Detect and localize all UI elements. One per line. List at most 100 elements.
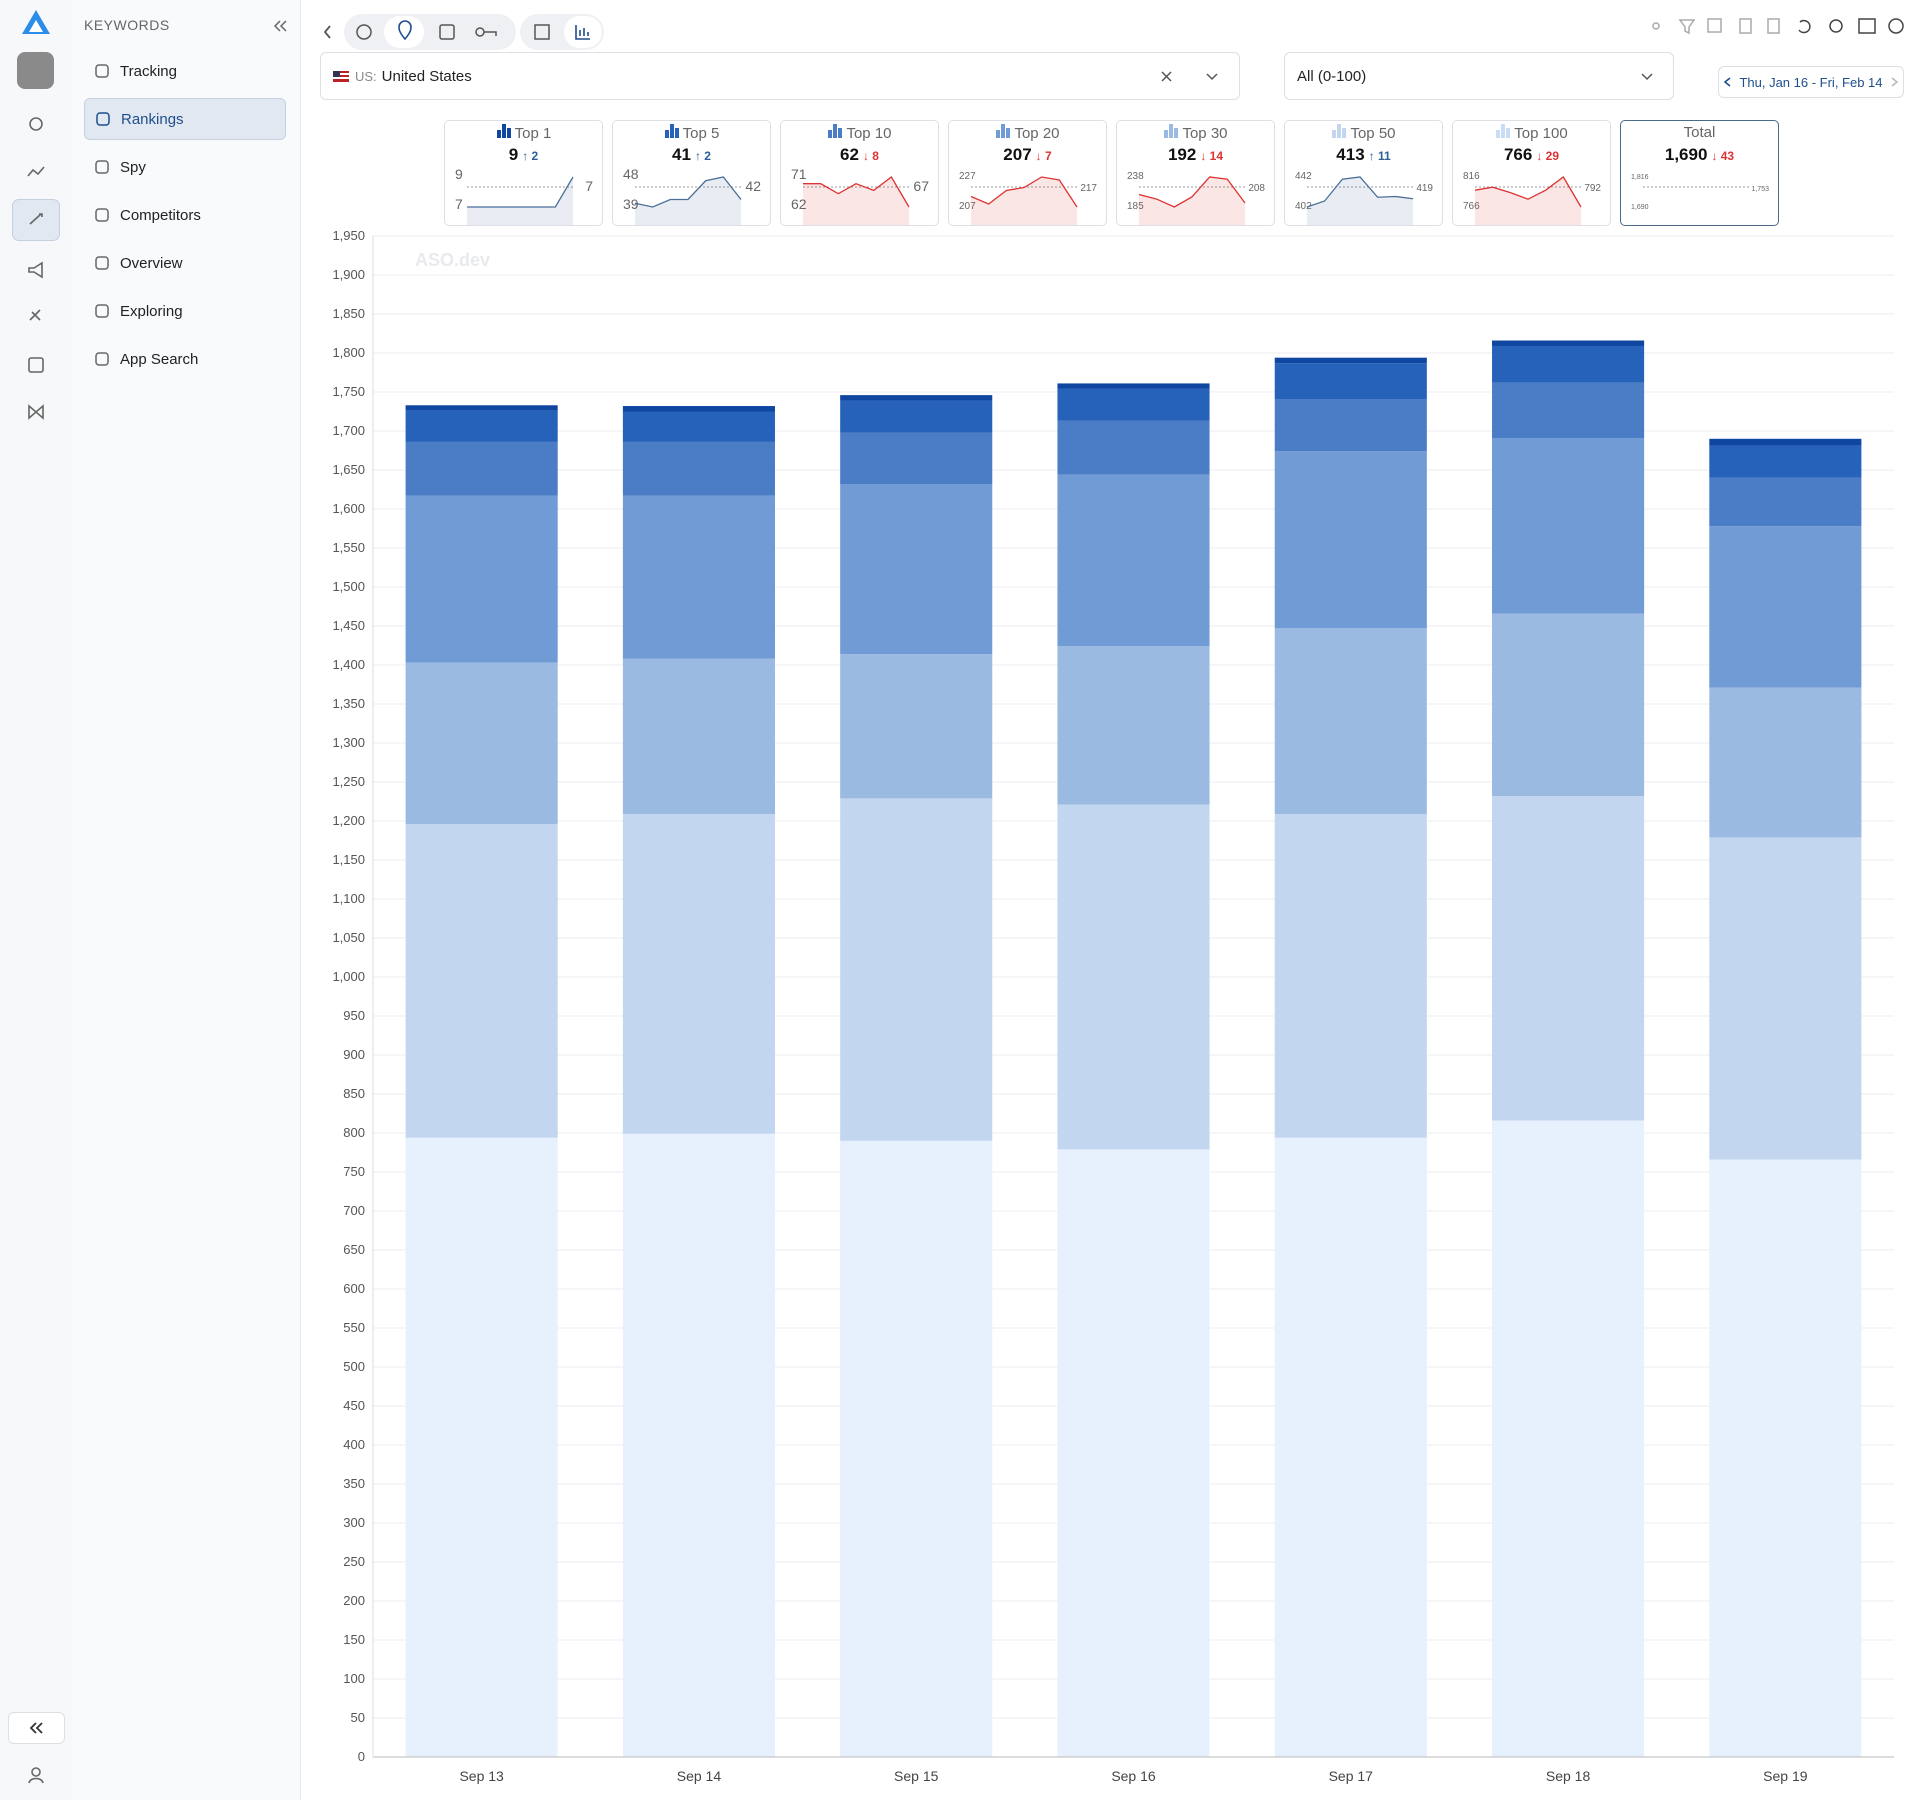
- summary-card[interactable]: Top 50 413 ↑ 11 442 402 419: [1284, 120, 1443, 226]
- card-title: Top 10: [846, 125, 892, 142]
- nav-item[interactable]: Tracking: [84, 50, 286, 92]
- y-tick-label: 1,400: [332, 657, 365, 672]
- range-select[interactable]: All (0-100): [1284, 52, 1674, 100]
- bar-segment: [405, 410, 558, 442]
- summary-card[interactable]: Total 1,690 ↓ 43 1,816 1,690 1,753: [1620, 120, 1779, 226]
- bar-segment: [1057, 474, 1210, 647]
- bar-segment: [1709, 477, 1862, 527]
- card-number: 766: [1503, 145, 1533, 164]
- bar-segment: [1492, 340, 1645, 346]
- card-title: Top 20: [1014, 125, 1060, 142]
- spark-max: 816: [1463, 171, 1480, 182]
- y-tick-label: 50: [351, 1710, 365, 1725]
- nav-item[interactable]: Spy: [84, 146, 286, 188]
- nav-item[interactable]: Overview: [84, 242, 286, 284]
- spark-area: [467, 177, 573, 225]
- collapse-sidebar[interactable]: [272, 18, 288, 34]
- rail-icons[interactable]: [26, 110, 46, 430]
- bar-segment: [622, 1133, 775, 1757]
- card-delta: ↓ 7: [1035, 149, 1052, 163]
- y-tick-label: 950: [343, 1008, 365, 1023]
- section-title: KEYWORDS: [84, 17, 170, 33]
- nav-item[interactable]: App Search: [84, 338, 286, 380]
- bar-segment: [840, 1140, 993, 1757]
- prev-date[interactable]: [1723, 76, 1733, 88]
- sparkline: 238 185 208: [1127, 171, 1265, 225]
- spark-max: 48: [623, 167, 639, 182]
- card-icon-bar: [669, 124, 674, 138]
- spark-line: [634, 176, 742, 208]
- summary-card[interactable]: Top 10 62 ↓ 8 71 62 67: [780, 120, 939, 226]
- nav-item[interactable]: Competitors: [84, 194, 286, 236]
- table-icon[interactable]: [534, 24, 550, 40]
- sparkline: 1,816 1,690 1,753: [1631, 174, 1769, 211]
- view-active[interactable]: [564, 16, 602, 48]
- sparkline: 48 39 42: [623, 167, 761, 225]
- bar-segment: [840, 798, 993, 1141]
- calendar-icon[interactable]: [439, 24, 455, 40]
- chart-icon[interactable]: [575, 25, 590, 40]
- nav-label: Spy: [120, 158, 146, 176]
- card-icon-bar: [1006, 128, 1011, 138]
- app-icon[interactable]: [17, 52, 54, 89]
- nav-icon-shape: [95, 256, 109, 270]
- top-right-icons[interactable]: [1640, 14, 1910, 38]
- nav-label: Tracking: [120, 62, 177, 80]
- nav-icon-shape: [95, 304, 109, 318]
- spark-max: 1,816: [1631, 174, 1649, 181]
- flag: [333, 70, 349, 82]
- summary-card[interactable]: Top 100 766 ↓ 29 816 766 792: [1452, 120, 1611, 226]
- y-tick-label: 350: [343, 1476, 365, 1491]
- spark-min: 207: [959, 201, 976, 212]
- icon-rail: [0, 0, 73, 1800]
- next-date[interactable]: [1889, 76, 1899, 88]
- back-button[interactable]: [323, 25, 331, 39]
- key-icon[interactable]: [475, 27, 497, 37]
- y-tick-label: 1,550: [332, 540, 365, 555]
- bar-segment: [1274, 628, 1427, 814]
- y-tick-label: 500: [343, 1359, 365, 1374]
- y-tick-label: 1,950: [332, 228, 365, 243]
- summary-card[interactable]: Top 5 41 ↑ 2 48 39 42: [612, 120, 771, 226]
- rail-active[interactable]: [12, 199, 60, 241]
- spark-avg: 419: [1416, 183, 1433, 194]
- card-icon-bar: [664, 130, 669, 138]
- collapse-button[interactable]: [8, 1712, 65, 1744]
- card-delta: ↑ 2: [694, 149, 711, 163]
- sparkline: 71 62 67: [791, 167, 929, 225]
- select-controls[interactable]: [1159, 69, 1229, 85]
- sparkline: 9 7 7: [455, 167, 593, 225]
- toolbar-active[interactable]: [384, 16, 424, 48]
- summary-card[interactable]: Top 30 192 ↓ 14 238 185 208: [1116, 120, 1275, 226]
- card-icon: [996, 124, 1011, 138]
- bar-segment: [1057, 388, 1210, 421]
- spark-line: [1306, 176, 1414, 208]
- card-value: 41 ↑ 2: [613, 145, 770, 165]
- nav-item[interactable]: Rankings: [84, 98, 286, 140]
- spark-avg: 67: [913, 178, 929, 194]
- country-select[interactable]: US: United States: [320, 52, 1240, 100]
- summary-card[interactable]: Top 20 207 ↓ 7 227 207 217: [948, 120, 1107, 226]
- nav-label: Overview: [120, 254, 183, 272]
- globe-icon[interactable]: [356, 24, 372, 40]
- date-range[interactable]: Thu, Jan 16 - Fri, Feb 14: [1718, 66, 1904, 98]
- spark-min: 185: [1127, 201, 1144, 212]
- card-icon-bar: [1496, 130, 1501, 138]
- y-tick-label: 1,350: [332, 696, 365, 711]
- y-tick-label: 1,050: [332, 930, 365, 945]
- bar-segment: [1492, 1120, 1645, 1757]
- card-label: Top 5: [613, 124, 770, 142]
- spark-min: 7: [455, 196, 463, 212]
- card-number: 9: [508, 145, 519, 164]
- collapse-icon: [29, 1722, 43, 1734]
- y-tick-label: 700: [343, 1203, 365, 1218]
- user-icon[interactable]: [26, 1765, 46, 1785]
- nav-item[interactable]: Exploring: [84, 290, 286, 332]
- spark-avg: 792: [1584, 183, 1601, 194]
- card-value: 192 ↓ 14: [1117, 145, 1274, 165]
- location-icon[interactable]: [398, 20, 412, 41]
- sparkline: 816 766 792: [1463, 171, 1601, 225]
- card-icon: [1332, 124, 1347, 138]
